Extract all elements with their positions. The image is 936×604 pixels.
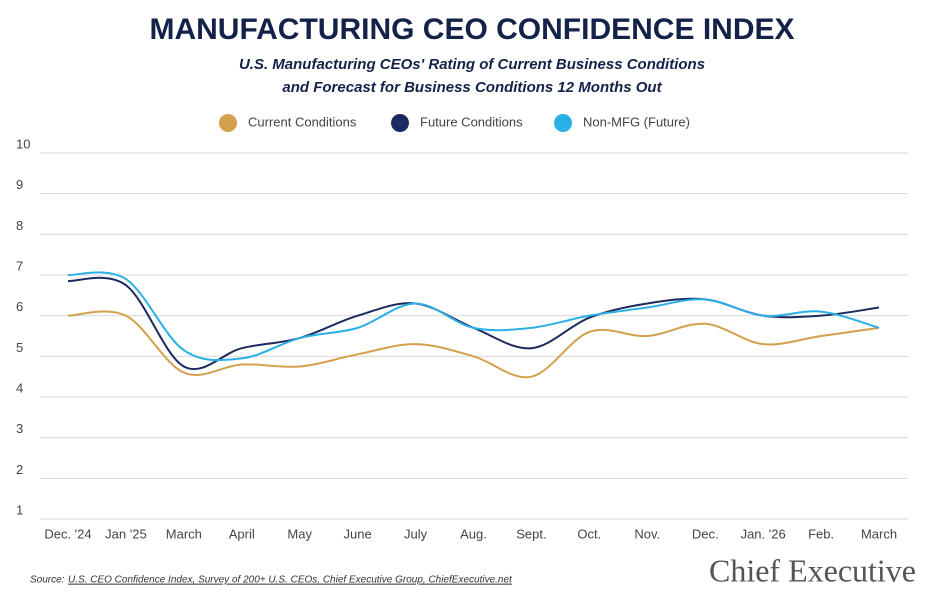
y-tick-label: 10 — [16, 136, 30, 151]
legend-marker — [391, 114, 409, 132]
legend-label: Future Conditions — [420, 114, 523, 129]
y-tick-label: 7 — [16, 258, 23, 273]
x-tick-label: Aug. — [460, 526, 487, 541]
x-tick-label: Dec. '24 — [44, 526, 91, 541]
y-tick-label: 9 — [16, 177, 23, 192]
chart-subtitle: U.S. Manufacturing CEOs' Rating of Curre… — [239, 56, 705, 73]
x-tick-label: Nov. — [634, 526, 660, 541]
x-tick-label: June — [344, 526, 372, 541]
x-tick-label: Dec. — [692, 526, 719, 541]
x-tick-label: July — [404, 526, 428, 541]
chart-title: MANUFACTURING CEO CONFIDENCE INDEX — [149, 13, 794, 46]
x-tick-label: Feb. — [808, 526, 834, 541]
x-tick-label: April — [229, 526, 255, 541]
y-tick-label: 2 — [16, 462, 23, 477]
y-tick-label: 8 — [16, 218, 23, 233]
y-tick-label: 3 — [16, 421, 23, 436]
legend-marker — [554, 114, 572, 132]
series-line — [67, 310, 880, 379]
y-tick-label: 4 — [16, 380, 23, 395]
y-tick-label: 6 — [16, 299, 23, 314]
x-tick-label: May — [287, 526, 312, 541]
source-label: Source: — [30, 575, 65, 586]
x-tick-label: Jan '25 — [105, 526, 147, 541]
y-tick-label: 5 — [16, 340, 23, 355]
x-tick-label: Jan. '26 — [741, 526, 786, 541]
series-line — [67, 271, 880, 362]
legend-label: Non-MFG (Future) — [583, 114, 690, 129]
chart-subtitle: and Forecast for Business Conditions 12 … — [282, 79, 662, 96]
logo: Chief Executive — [709, 552, 916, 588]
y-tick-label: 1 — [16, 502, 23, 517]
x-tick-label: March — [861, 526, 897, 541]
x-tick-label: Sept. — [516, 526, 546, 541]
source: U.S. CEO Confidence Index, Survey of 200… — [68, 575, 513, 586]
legend-label: Current Conditions — [248, 114, 357, 129]
x-tick-label: March — [166, 526, 202, 541]
x-tick-label: Oct. — [577, 526, 601, 541]
legend-marker — [219, 114, 237, 132]
